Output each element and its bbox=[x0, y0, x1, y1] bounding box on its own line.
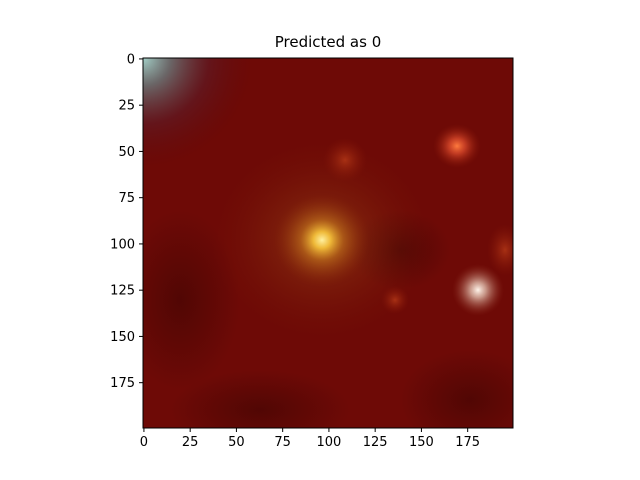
x-tick-label: 125 bbox=[363, 435, 388, 450]
x-tick-label: 0 bbox=[140, 435, 148, 450]
x-axis: 0 25 50 75 100 125 150 175 bbox=[140, 428, 480, 450]
x-tick-label: 175 bbox=[455, 435, 480, 450]
y-tick-label: 175 bbox=[110, 376, 135, 391]
astronomy-image bbox=[143, 58, 513, 428]
x-tick-label: 150 bbox=[409, 435, 434, 450]
y-tick-label: 125 bbox=[110, 284, 135, 299]
x-tick-label: 75 bbox=[274, 435, 291, 450]
y-tick-label: 0 bbox=[127, 52, 135, 67]
axes-frame bbox=[142, 57, 514, 429]
x-tick-label: 50 bbox=[228, 435, 245, 450]
plot-title: Predicted as 0 bbox=[274, 33, 382, 51]
y-tick-label: 50 bbox=[118, 145, 135, 160]
y-tick-label: 25 bbox=[118, 99, 135, 114]
corner-source bbox=[143, 58, 253, 168]
white-source bbox=[452, 264, 504, 316]
y-tick-label: 100 bbox=[110, 237, 135, 252]
x-tick-label: 25 bbox=[182, 435, 199, 450]
central-galaxy bbox=[274, 194, 370, 286]
x-tick-label: 100 bbox=[317, 435, 342, 450]
y-tick-label: 75 bbox=[118, 191, 135, 206]
y-axis: 0 25 50 75 100 125 150 175 bbox=[110, 52, 143, 391]
y-tick-label: 150 bbox=[110, 330, 135, 345]
red-source bbox=[433, 124, 481, 168]
